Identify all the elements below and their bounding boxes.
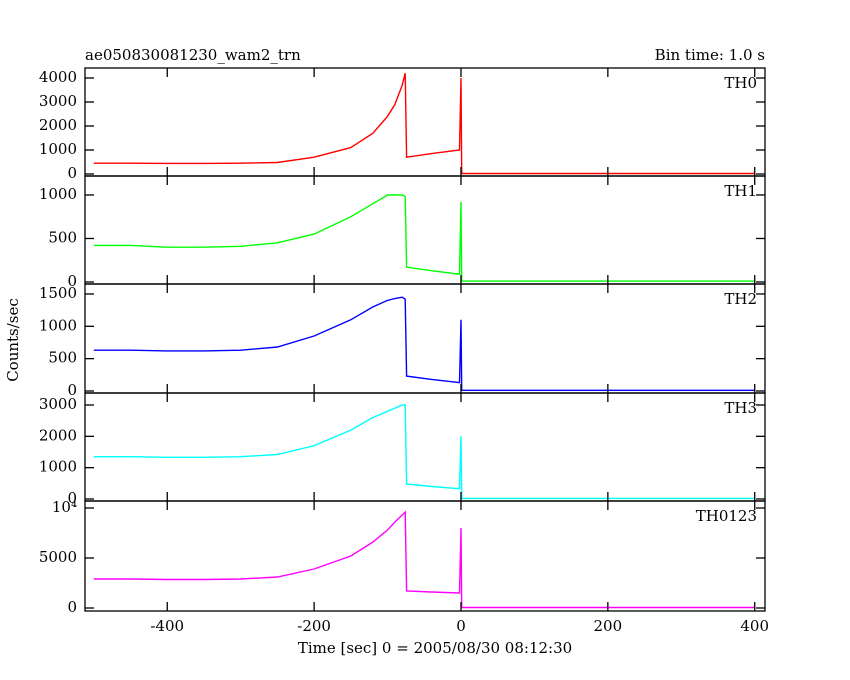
x-tick-label: -200	[297, 617, 331, 635]
panel-frame	[84, 500, 766, 612]
y-tick-label: 1000	[39, 458, 77, 476]
panel-frame	[84, 67, 766, 177]
y-tick-label: 0	[67, 381, 77, 399]
y-tick-label: 0	[67, 598, 77, 616]
y-axis-label: Counts/sec	[4, 298, 22, 382]
data-line	[93, 404, 755, 500]
y-tick-label: 2000	[39, 116, 77, 134]
x-tick-label: 400	[740, 617, 769, 635]
y-tick-label: 3000	[39, 395, 77, 413]
panel-frame	[84, 392, 766, 502]
y-tick-label: 2000	[39, 426, 77, 444]
series-label: TH0	[724, 74, 757, 92]
y-tick-label: 0	[67, 164, 77, 182]
x-tick-label: 0	[456, 617, 466, 635]
y-tick-label: 500	[48, 349, 77, 367]
y-tick-label: 10⁴	[52, 498, 77, 516]
y-tick-label: 3000	[39, 92, 77, 110]
x-tick-label: -400	[150, 617, 184, 635]
series-label: TH1	[724, 182, 757, 200]
y-tick-label: 0	[67, 489, 77, 507]
data-line	[93, 296, 755, 391]
y-tick-label: 1000	[39, 185, 77, 203]
data-line	[93, 510, 755, 609]
series-label: TH3	[724, 399, 757, 417]
bin-time: Bin time: 1.0 s	[655, 46, 765, 64]
y-tick-label: 1000	[39, 140, 77, 158]
x-tick-label: 200	[594, 617, 623, 635]
series-label: TH2	[724, 290, 757, 308]
data-line	[93, 73, 755, 175]
y-tick-label: 5000	[39, 548, 77, 566]
chart-title: ae050830081230_wam2_trn	[85, 46, 301, 64]
data-line	[93, 194, 755, 282]
y-tick-label: 1000	[39, 316, 77, 334]
y-tick-label: 4000	[39, 68, 77, 86]
x-axis-label: Time [sec] 0 = 2005/08/30 08:12:30	[298, 639, 572, 657]
panel-frame	[84, 283, 766, 394]
series-label: TH0123	[696, 507, 757, 525]
y-tick-label: 1500	[39, 284, 77, 302]
y-tick-label: 0	[67, 272, 77, 290]
panel-frame	[84, 175, 766, 285]
y-tick-label: 500	[48, 228, 77, 246]
